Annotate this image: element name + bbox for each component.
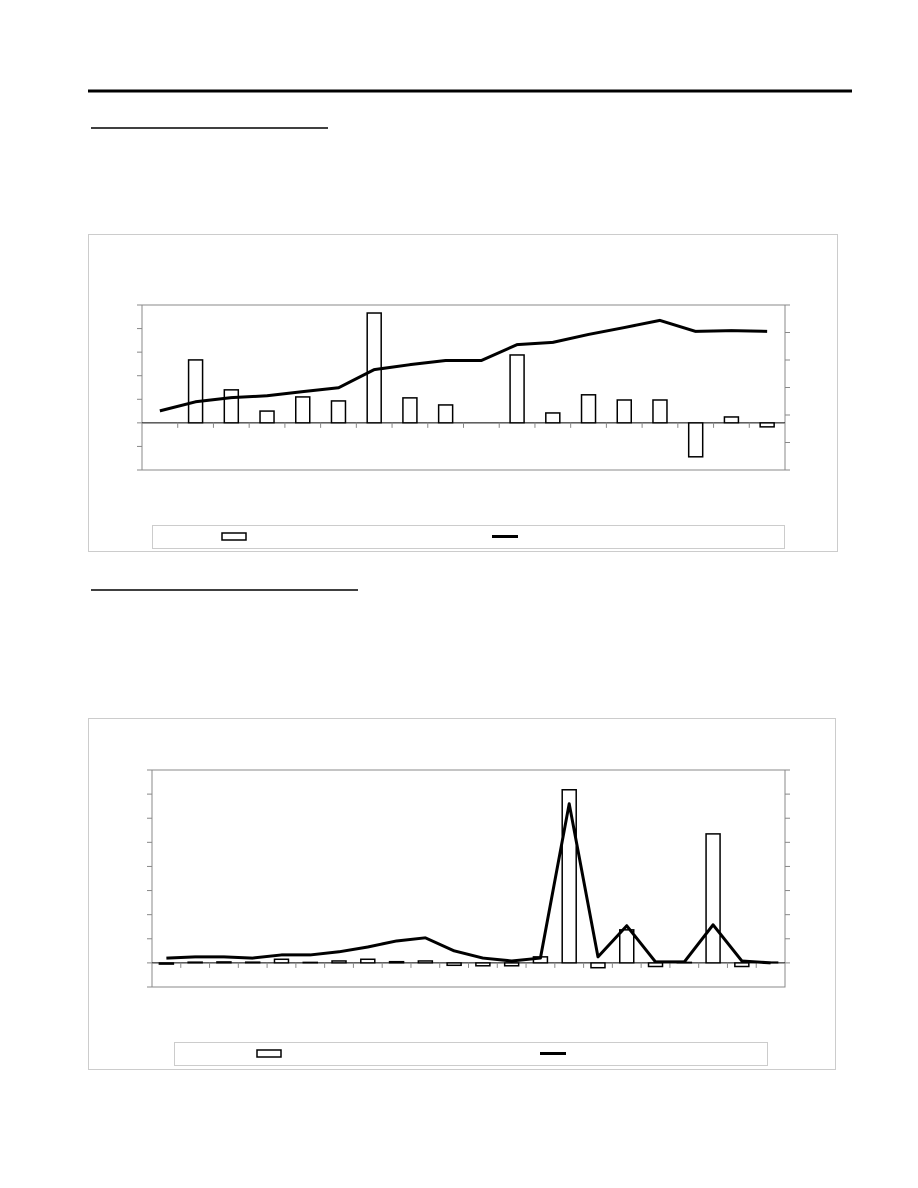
bar: [446, 962, 462, 967]
bar: [244, 961, 261, 964]
bar: [687, 422, 704, 458]
bar: [388, 960, 405, 964]
bar: [475, 962, 491, 967]
bar: [295, 396, 311, 424]
bar: [273, 958, 290, 964]
bar: [259, 410, 275, 424]
chart-frame: [88, 718, 836, 1070]
bar: [187, 359, 204, 424]
bar: [580, 394, 597, 424]
bar: [647, 962, 664, 968]
bar: [734, 962, 750, 968]
bar: [509, 354, 525, 424]
bar: [330, 400, 347, 424]
legend-bar-key: [221, 532, 247, 541]
bar: [705, 833, 721, 964]
bar: [223, 389, 240, 424]
line-series: [166, 802, 771, 965]
legend-bar-key: [256, 1049, 282, 1058]
bar: [158, 962, 175, 965]
bar: [545, 412, 561, 424]
legend: [152, 525, 785, 549]
bar: [216, 961, 232, 964]
bar: [590, 962, 606, 969]
bar: [616, 399, 632, 424]
chart-frame: [88, 234, 838, 552]
bar: [437, 404, 454, 424]
bar: [360, 958, 376, 964]
bar: [561, 789, 577, 964]
line-series: [159, 318, 768, 413]
bar: [331, 960, 347, 964]
bar: [652, 399, 668, 424]
bar: [723, 416, 740, 424]
legend: [174, 1042, 768, 1066]
bar: [187, 961, 203, 964]
bar: [417, 960, 434, 964]
plot-area: [151, 769, 786, 988]
bar: [402, 397, 418, 424]
bar: [759, 422, 775, 428]
bar: [619, 929, 635, 964]
bar: [503, 962, 520, 967]
